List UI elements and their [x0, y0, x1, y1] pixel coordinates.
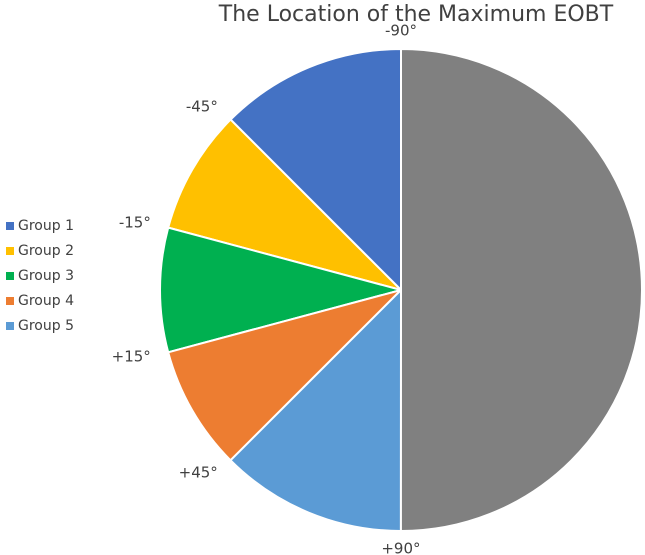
- legend-label: Group 5: [18, 318, 74, 334]
- legend-swatch: [6, 297, 14, 305]
- boundary-label: -45°: [186, 97, 218, 115]
- legend-label: Group 4: [18, 293, 74, 309]
- pie-slice: [229, 287, 403, 533]
- legend-swatch: [6, 222, 14, 230]
- boundary-label: -15°: [119, 213, 151, 231]
- legend-label: Group 2: [18, 243, 74, 259]
- legend-label: Group 1: [18, 218, 74, 234]
- chart-title: The Location of the Maximum EOBT: [218, 2, 614, 27]
- pie-slice: [229, 47, 402, 293]
- boundary-label: +90°: [381, 540, 420, 555]
- pie-slice: [399, 47, 643, 533]
- pie-slice: [159, 226, 405, 354]
- legend-label: Group 3: [18, 268, 74, 284]
- legend-swatch: [6, 272, 14, 280]
- legend-swatch: [6, 322, 14, 330]
- boundary-label: +15°: [112, 347, 151, 365]
- pie-slice: [166, 288, 405, 462]
- boundary-label: +45°: [179, 464, 218, 482]
- pie-slice: [166, 118, 405, 292]
- legend-swatch: [6, 247, 14, 255]
- boundary-label: -90°: [385, 22, 417, 40]
